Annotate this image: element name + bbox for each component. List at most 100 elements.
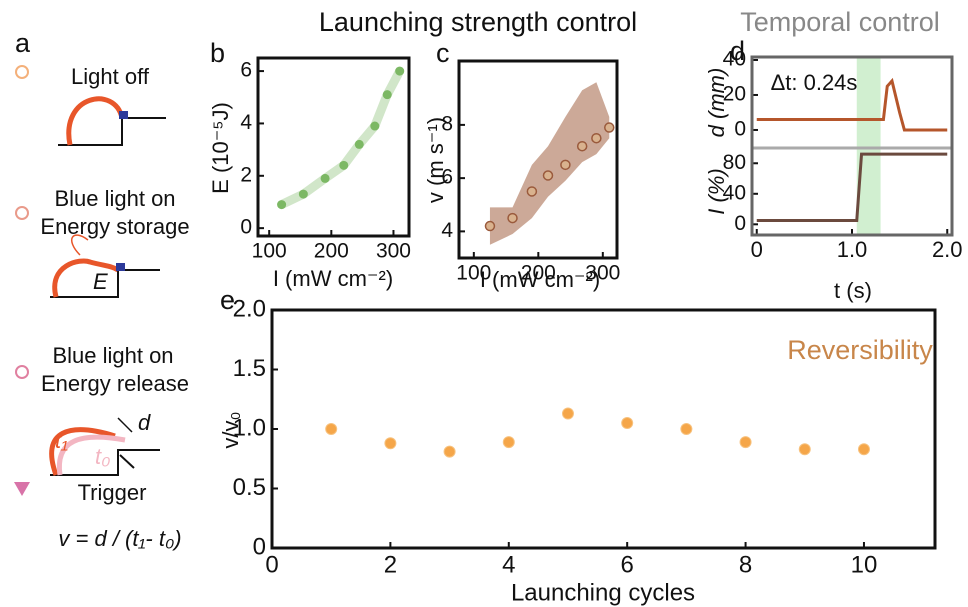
distance-mark: [117, 417, 133, 433]
trigger-block: [119, 111, 128, 119]
step-marker: [15, 365, 29, 379]
trace: [756, 152, 948, 222]
x-tick-label: 300: [376, 240, 411, 263]
y-tick-label: 4: [441, 219, 453, 242]
y-tick-label: 2: [240, 163, 252, 186]
annotation: Reversibility: [787, 335, 933, 365]
annotation: Δt: 0.24s: [771, 70, 858, 95]
y-axis-label: E (10⁻⁵J): [208, 102, 233, 194]
data-point: [542, 170, 554, 181]
arrow-head: [14, 482, 30, 496]
y-tick-label: 0: [253, 533, 266, 560]
title: Temporal control: [740, 7, 940, 37]
x-axis-label: I (mW cm⁻²): [480, 267, 600, 292]
data-point: [277, 200, 287, 210]
data-point: [680, 423, 693, 435]
panel-label: b: [210, 38, 225, 68]
y-tick-label: 6: [240, 59, 252, 82]
panel-a: a Light off Blue light on Energy storage…: [14, 28, 190, 551]
step-text: Light off: [71, 64, 150, 89]
trigger-arrow: [119, 454, 135, 469]
time-label: t₁: [55, 428, 68, 453]
data-point: [382, 90, 392, 100]
data-point: [502, 436, 515, 449]
step-text: Energy release: [41, 371, 189, 396]
x-tick-label: 100: [456, 262, 491, 285]
y-tick-label: 2.0: [233, 295, 266, 322]
y-tick-label: 6: [441, 166, 453, 189]
x-tick-label: 100: [252, 240, 287, 263]
x-axis-label: I (mW cm⁻²): [273, 266, 393, 291]
data-point: [576, 140, 588, 152]
data-point: [507, 212, 518, 224]
step-text: Blue light on: [54, 186, 175, 211]
step-text: Energy storage: [40, 214, 189, 239]
distance-label: d: [138, 410, 151, 435]
time-label: t₀: [95, 444, 110, 469]
data-point: [384, 437, 397, 450]
y-tick-label: 40: [723, 181, 746, 204]
y-axis-label: v/v₀: [218, 411, 243, 448]
energy-label: E: [93, 269, 108, 294]
y-tick-label: 0: [734, 118, 746, 141]
trigger-label: Trigger: [78, 480, 147, 505]
trace: [756, 77, 948, 132]
platform: [58, 117, 166, 146]
data-point: [395, 66, 405, 76]
panel-label: d: [730, 36, 745, 66]
y-tick-label: 4: [240, 111, 252, 134]
data-point: [298, 189, 308, 199]
energy-loop: [70, 234, 89, 256]
axes-frame: [270, 308, 937, 550]
x-axis-label: t (s): [834, 278, 872, 303]
y-tick-label: 1.0: [233, 414, 266, 441]
data-point: [857, 443, 870, 456]
step-marker: [15, 206, 29, 220]
error-band: [489, 82, 610, 245]
y-tick-label: 40: [723, 48, 746, 71]
data-point: [561, 407, 574, 420]
x-tick-label: 300: [585, 262, 620, 285]
y-tick-label: 20: [723, 83, 746, 106]
y-tick-label: 80: [723, 151, 746, 174]
y-tick-label: 0: [734, 212, 746, 235]
data-point: [339, 160, 349, 170]
actuator-ghost: [56, 434, 126, 476]
platform: [50, 269, 160, 298]
y-tick-label: 0: [240, 216, 252, 239]
axes-frame: [750, 55, 954, 237]
axes-frame: [457, 59, 619, 260]
data-point: [621, 417, 634, 430]
x-tick-label: 200: [314, 240, 349, 263]
x-tick-label: 1.0: [837, 237, 868, 262]
x-tick-label: 10: [851, 551, 878, 578]
y-axis-label: v (m s⁻¹): [423, 117, 448, 203]
trend-line: [277, 66, 405, 210]
data-point: [560, 159, 571, 171]
data-point: [443, 445, 456, 458]
x-axis-label: Launching cycles: [511, 579, 695, 606]
y-axis-label: I (%): [704, 168, 729, 214]
panel-label: e: [220, 285, 235, 315]
x-tick-label: 8: [739, 551, 752, 578]
x-tick-label: 200: [521, 262, 556, 285]
data-point: [370, 121, 380, 131]
panel-label: c: [436, 38, 450, 68]
formula: v = d / (t₁- t₀): [58, 526, 181, 551]
title: Launching strength control: [319, 7, 637, 37]
data-point: [354, 139, 364, 149]
panel-label: a: [15, 28, 31, 58]
actuator: [52, 258, 120, 298]
x-tick-label: 0: [751, 237, 763, 262]
x-tick-label: 0: [265, 551, 278, 578]
data-point: [325, 423, 338, 435]
step-marker: [15, 65, 29, 79]
x-tick-label: 2: [384, 551, 397, 578]
actuator: [66, 96, 125, 146]
data-point: [798, 443, 811, 456]
y-tick-label: 8: [441, 112, 453, 135]
data-point: [484, 220, 496, 232]
x-tick-label: 6: [620, 551, 633, 578]
y-tick-label: 1.5: [233, 355, 266, 382]
